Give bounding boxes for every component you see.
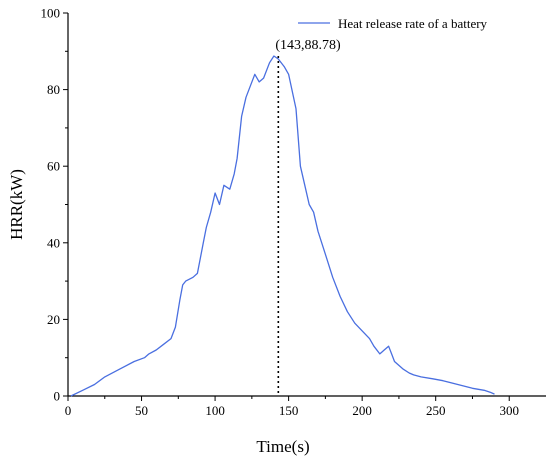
- axis-ticks: [63, 12, 510, 401]
- series-line-heat-release-rate: [70, 55, 495, 397]
- legend: Heat release rate of a battery: [298, 16, 488, 31]
- y-tick-label: 80: [47, 82, 60, 97]
- x-tick-label: 300: [499, 403, 519, 418]
- x-tick-label: 100: [205, 403, 225, 418]
- y-tick-label: 100: [41, 6, 61, 21]
- x-tick-label: 250: [426, 403, 446, 418]
- y-tick-label: 40: [47, 235, 60, 250]
- tick-labels: 0 50 100 150 200 250 300 0 20 40 60 80 100: [41, 6, 519, 419]
- y-axis-title: HRR(kW): [7, 169, 26, 240]
- legend-label: Heat release rate of a battery: [338, 16, 488, 31]
- y-tick-label: 20: [47, 312, 60, 327]
- x-tick-label: 0: [65, 403, 72, 418]
- x-axis-title: Time(s): [256, 437, 309, 456]
- y-tick-label: 0: [54, 389, 61, 404]
- axes: [67, 13, 546, 397]
- y-tick-label: 60: [47, 159, 60, 174]
- x-tick-label: 150: [279, 403, 299, 418]
- x-tick-label: 200: [352, 403, 372, 418]
- peak-annotation: (143,88.78): [275, 38, 341, 53]
- x-tick-label: 50: [135, 403, 148, 418]
